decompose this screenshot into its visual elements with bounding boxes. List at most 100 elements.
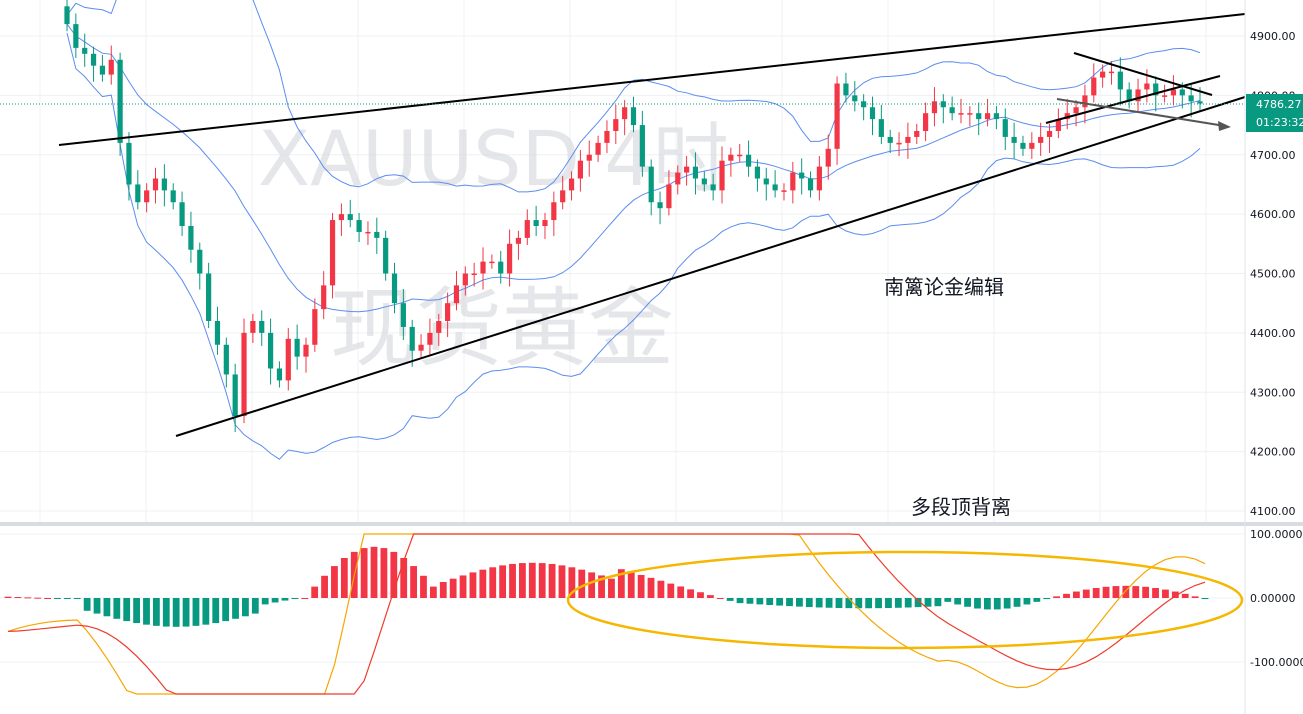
candle-body (533, 220, 539, 226)
macd-histogram-bar (331, 566, 338, 598)
macd-histogram-bar (1003, 598, 1011, 609)
candle-body (781, 190, 787, 192)
macd-histogram-bar (924, 598, 932, 607)
candle-body (267, 332, 274, 369)
price-tick-label: 4500.00 (1250, 268, 1296, 281)
candle-body (144, 190, 150, 203)
candle-body (1144, 83, 1150, 90)
candle-body (976, 113, 982, 120)
candle-body (276, 368, 283, 381)
candle-body (223, 344, 229, 375)
macd-histogram-bar (687, 589, 694, 598)
candle-body (754, 166, 761, 179)
price-tick-label: 4600.00 (1250, 208, 1296, 221)
macd-histogram-bar (706, 595, 714, 598)
candle-body (923, 113, 929, 131)
macd-histogram-bar (202, 598, 210, 625)
trendline (1045, 75, 1221, 124)
trendline (58, 13, 1246, 146)
macd-histogram-bar (1092, 587, 1100, 598)
candle-body (152, 178, 159, 191)
candle-body (613, 119, 619, 131)
macd-histogram-bar (548, 563, 556, 598)
macd-histogram-bar (726, 598, 734, 601)
bollinger-bands (66, 0, 1201, 460)
candle-body (861, 101, 867, 108)
candle-body (675, 172, 681, 185)
candle-body (657, 202, 663, 209)
candle-body (241, 332, 247, 416)
macd-histogram-bar (499, 565, 507, 598)
price-tick-label: 4700.00 (1250, 149, 1296, 162)
macd-histogram-bar (301, 598, 309, 599)
candle-body (684, 166, 690, 173)
candle-body (1002, 119, 1008, 137)
candle-body (967, 113, 973, 115)
candle-body (630, 107, 637, 126)
candle-body (338, 214, 344, 221)
macd-histogram-bar (143, 598, 150, 625)
macd-histogram-bar (885, 598, 892, 609)
candle-body (409, 326, 415, 351)
pane-separator[interactable] (0, 522, 1303, 526)
candle-body (852, 95, 858, 102)
candle-body (1135, 89, 1141, 102)
candle-body (1179, 89, 1185, 96)
macd-histogram-bar (380, 548, 388, 598)
macd-histogram-bar (14, 597, 22, 599)
macd-histogram-bar (944, 598, 952, 602)
candle-body (515, 237, 522, 244)
candle-body (64, 6, 70, 25)
macd-histogram-bar (192, 598, 200, 626)
candle-body (453, 285, 460, 304)
macd-histogram-bar (1033, 598, 1041, 602)
macd-histogram-bar (568, 567, 576, 598)
macd-histogram-bar (509, 563, 516, 598)
macd-histogram-bar (815, 598, 823, 608)
macd-histogram-bar (855, 598, 863, 609)
candle-body (763, 178, 769, 185)
candle-body (170, 190, 176, 203)
macd-histogram-bar (281, 598, 289, 601)
candle-body (1082, 95, 1088, 108)
candle-body (214, 321, 221, 345)
macd-histogram-bar (588, 572, 596, 598)
macd-histogram-bar (469, 572, 477, 598)
price-tick-label: 4900.00 (1250, 30, 1296, 43)
candle-body (1055, 119, 1061, 131)
macd-histogram-bar (251, 598, 259, 614)
candle-body (179, 202, 185, 226)
candle-body (745, 154, 752, 167)
candle-body (719, 160, 725, 191)
macd-histogram-bar (766, 598, 774, 605)
macd-histogram-bar (746, 598, 754, 604)
macd-histogram-bar (697, 592, 704, 598)
candle-body (498, 261, 504, 274)
macd-histogram-bar (914, 598, 922, 608)
macd-histogram-bar (647, 577, 655, 598)
bollinger-lower (66, 32, 1201, 460)
candle-body (843, 83, 849, 96)
candle-body (595, 142, 601, 155)
macd-histogram-bar (608, 578, 615, 598)
macd-histogram-bar (1142, 586, 1150, 598)
grid (0, 0, 1245, 522)
candle-body (436, 321, 442, 333)
candle-body (701, 178, 707, 185)
candle-body (622, 107, 628, 120)
candle-body (1011, 136, 1017, 143)
macd-histogram-bar (1072, 591, 1080, 598)
macd-histogram-bar (667, 583, 675, 598)
candle-body (285, 338, 291, 381)
price-badge-value: 4786.27 (1256, 98, 1302, 111)
macd-histogram-bar (1053, 596, 1061, 598)
candle-body (710, 184, 716, 191)
macd-histogram-bar (825, 598, 833, 608)
candle-body (524, 220, 530, 238)
macd-histogram-bar (321, 575, 328, 598)
macd-histogram-bar (1023, 598, 1031, 605)
macd-histogram-bar (716, 598, 724, 599)
candle-body (462, 273, 468, 286)
macd-histogram-bar (410, 566, 417, 598)
